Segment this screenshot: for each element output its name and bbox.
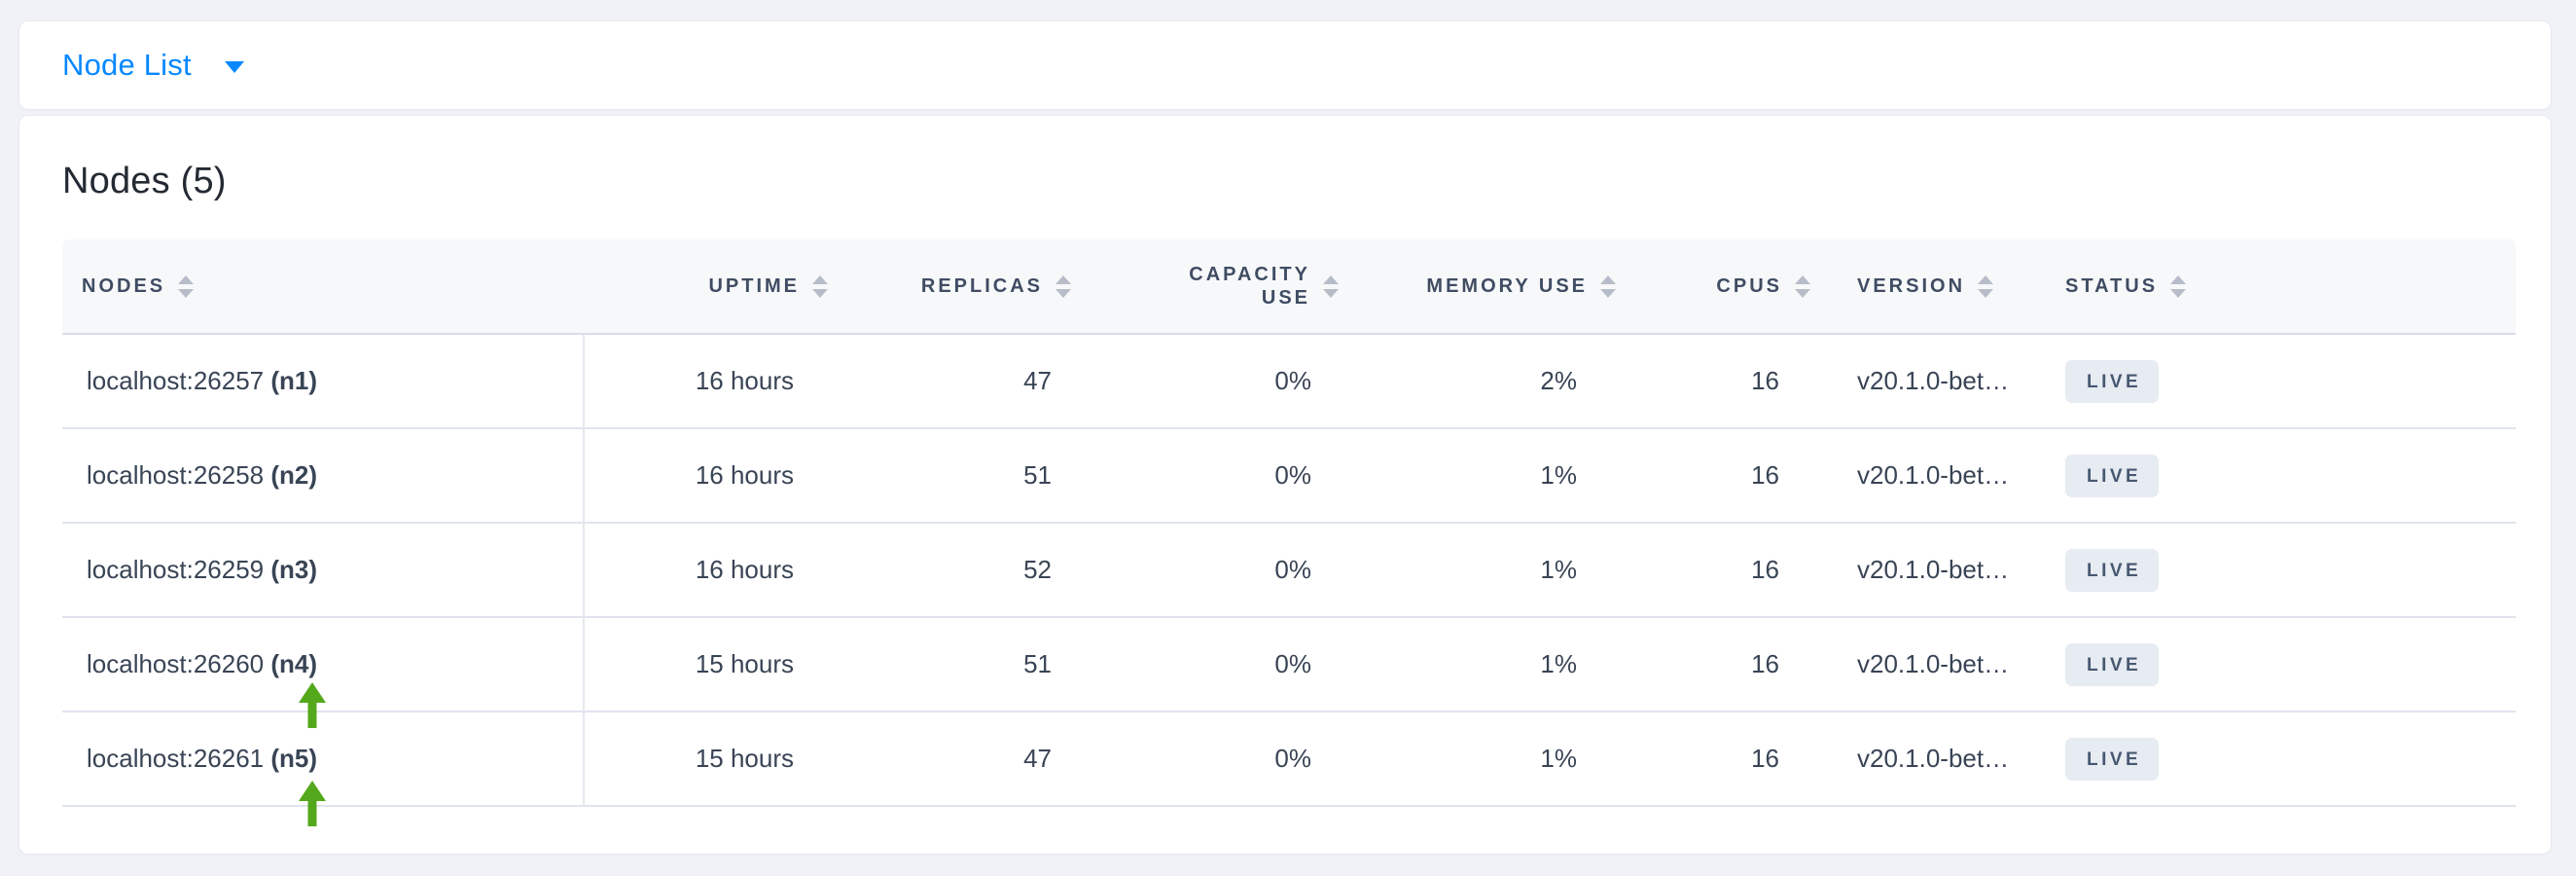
version-cell: v20.1.0-bet… (1830, 618, 2044, 712)
up-arrow-icon-n4 (298, 682, 327, 728)
status-badge: LIVE (2065, 359, 2160, 403)
node-id: (n5) (270, 744, 318, 773)
capacity-use-cell: 0% (1091, 524, 1358, 618)
table-row: localhost:26257 (n1) 16 hours 47 0% 2% 1… (62, 335, 2516, 429)
node-address: localhost:26258 (87, 460, 265, 490)
node-address-cell: localhost:26260 (n4) (62, 618, 585, 712)
table-row: localhost:26260 (n4) 15 hours 51 0% 1% 1… (62, 618, 2516, 712)
version-cell: v20.1.0-bet… (1830, 524, 2044, 618)
column-label-memory-use: MEMORY USE (1426, 274, 1588, 297)
node-id: (n4) (270, 649, 318, 678)
column-label-uptime: UPTIME (708, 274, 800, 297)
chevron-down-icon (224, 61, 244, 73)
nodes-card: Nodes (5) NODES UPTIME (18, 115, 2552, 855)
node-address-cell: localhost:26257 (n1) (62, 335, 585, 429)
status-badge: LIVE (2065, 737, 2160, 781)
cpus-cell: 16 (1635, 712, 1830, 807)
node-address-cell: localhost:26258 (n2) (62, 429, 585, 524)
node-id: (n1) (270, 366, 318, 395)
column-header-uptime[interactable]: UPTIME (585, 239, 847, 335)
column-header-nodes[interactable]: NODES (62, 239, 585, 335)
capacity-use-cell: 0% (1091, 335, 1358, 429)
cpus-cell: 16 (1635, 429, 1830, 524)
memory-use-cell: 1% (1358, 618, 1635, 712)
table-row: localhost:26259 (n3) 16 hours 52 0% 1% 1… (62, 524, 2516, 618)
version-cell: v20.1.0-bet… (1830, 712, 2044, 807)
node-address-cell: localhost:26259 (n3) (62, 524, 585, 618)
column-label-cpus: CPUS (1716, 274, 1782, 297)
node-address: localhost:26261 (87, 744, 265, 773)
node-address: localhost:26257 (87, 366, 265, 395)
version-cell: v20.1.0-bet… (1830, 429, 2044, 524)
table-header-row: NODES UPTIME REPLICAS (62, 239, 2516, 335)
up-arrow-icon-n5 (298, 781, 327, 826)
column-label-replicas: REPLICAS (920, 274, 1043, 297)
column-header-capacity-use[interactable]: CAPACITY USE (1091, 239, 1358, 335)
column-header-replicas[interactable]: REPLICAS (847, 239, 1091, 335)
page-header-bar: Node List (18, 20, 2552, 110)
sort-icon (1055, 274, 1071, 298)
version-cell: v20.1.0-bet… (1830, 335, 2044, 429)
nodes-table: NODES UPTIME REPLICAS (62, 239, 2516, 807)
status-cell: LIVE (2044, 429, 2516, 524)
cpus-cell: 16 (1635, 335, 1830, 429)
capacity-use-cell: 0% (1091, 618, 1358, 712)
column-header-memory-use[interactable]: MEMORY USE (1358, 239, 1635, 335)
node-id: (n2) (270, 460, 318, 490)
status-cell: LIVE (2044, 712, 2516, 807)
uptime-cell: 15 hours (585, 712, 847, 807)
sort-icon (2170, 274, 2187, 298)
memory-use-cell: 2% (1358, 335, 1635, 429)
column-label-version: VERSION (1857, 274, 1966, 297)
column-header-version[interactable]: VERSION (1830, 239, 2044, 335)
nodes-table-wrap: NODES UPTIME REPLICAS (62, 239, 2516, 826)
column-label-nodes: NODES (82, 274, 166, 297)
status-cell: LIVE (2044, 524, 2516, 618)
uptime-cell: 16 hours (585, 335, 847, 429)
node-list-dropdown[interactable]: Node List (62, 48, 244, 83)
status-badge: LIVE (2065, 642, 2160, 686)
sort-icon (1795, 274, 1810, 298)
column-header-status[interactable]: STATUS (2044, 239, 2516, 335)
status-cell: LIVE (2044, 618, 2516, 712)
replicas-cell: 47 (847, 335, 1091, 429)
table-row: localhost:26258 (n2) 16 hours 51 0% 1% 1… (62, 429, 2516, 524)
capacity-use-cell: 0% (1091, 429, 1358, 524)
memory-use-cell: 1% (1358, 712, 1635, 807)
uptime-cell: 15 hours (585, 618, 847, 712)
table-row: localhost:26261 (n5) 15 hours 47 0% 1% 1… (62, 712, 2516, 807)
status-badge: LIVE (2065, 454, 2160, 497)
replicas-cell: 52 (847, 524, 1091, 618)
status-cell: LIVE (2044, 335, 2516, 429)
memory-use-cell: 1% (1358, 429, 1635, 524)
sort-icon (1600, 274, 1616, 298)
uptime-cell: 16 hours (585, 429, 847, 524)
replicas-cell: 51 (847, 618, 1091, 712)
page-title: Nodes (5) (62, 161, 227, 201)
sort-icon (812, 274, 828, 298)
column-label-status: STATUS (2065, 274, 2159, 297)
column-label-capacity-use: CAPACITY USE (1189, 264, 1310, 309)
column-header-cpus[interactable]: CPUS (1635, 239, 1830, 335)
replicas-cell: 47 (847, 712, 1091, 807)
uptime-cell: 16 hours (585, 524, 847, 618)
replicas-cell: 51 (847, 429, 1091, 524)
cpus-cell: 16 (1635, 524, 1830, 618)
sort-icon (1978, 274, 1994, 298)
status-badge: LIVE (2065, 548, 2160, 592)
cpus-cell: 16 (1635, 618, 1830, 712)
node-address-cell: localhost:26261 (n5) (62, 712, 585, 807)
sort-icon (1323, 274, 1339, 298)
capacity-use-cell: 0% (1091, 712, 1358, 807)
memory-use-cell: 1% (1358, 524, 1635, 618)
node-address: localhost:26260 (87, 649, 265, 678)
node-id: (n3) (270, 555, 318, 584)
node-list-dropdown-label: Node List (62, 48, 192, 82)
sort-icon (178, 274, 195, 298)
node-address: localhost:26259 (87, 555, 265, 584)
